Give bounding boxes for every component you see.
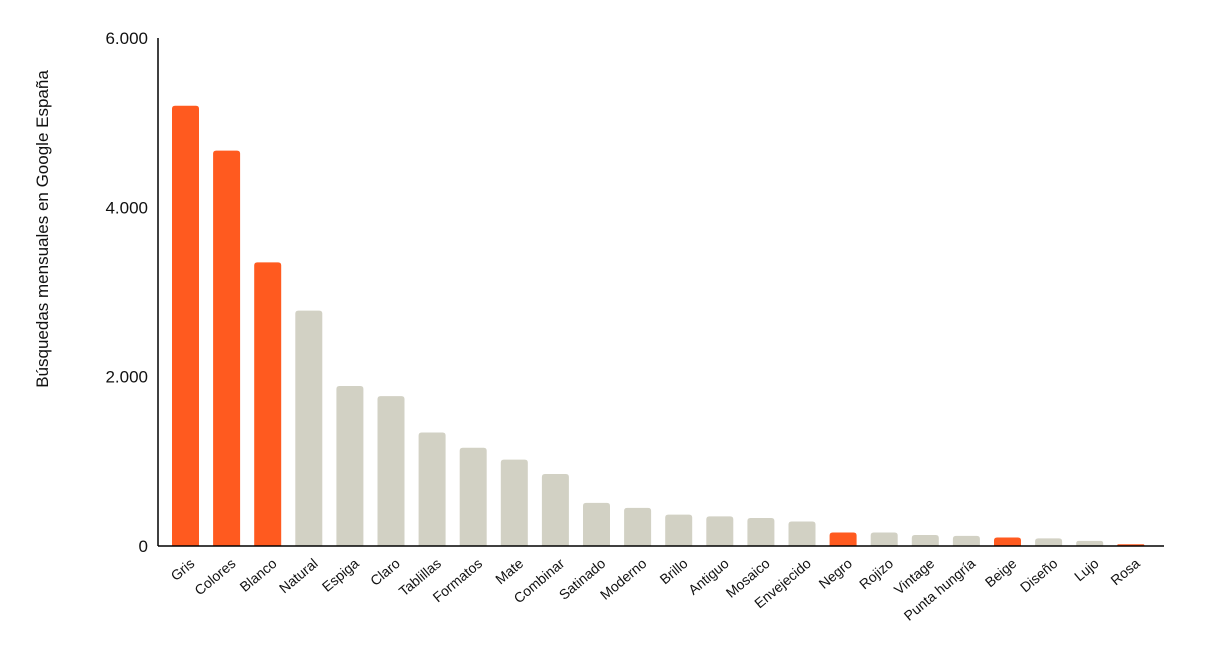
x-tick-label: Diseño	[1017, 555, 1061, 595]
y-tick-label: 4.000	[105, 198, 148, 217]
bar-natural	[295, 310, 323, 546]
bar-blanco	[254, 262, 282, 546]
x-tick-label: Colores	[191, 555, 238, 598]
bar-mosaico	[747, 518, 775, 546]
bar-satinado	[583, 502, 610, 546]
bar-espiga	[336, 385, 364, 546]
bars	[172, 105, 1145, 546]
x-tick-label: Gris	[167, 555, 197, 584]
bar-diseño	[1035, 538, 1063, 546]
y-tick-label: 6.000	[105, 29, 148, 48]
bar-brillo	[665, 514, 693, 546]
bar-lujo	[1076, 540, 1104, 546]
x-tick-label: Mate	[492, 555, 526, 587]
bar-mate	[500, 459, 528, 546]
bar-envejecido	[788, 521, 816, 546]
bar-rojizo	[870, 532, 898, 546]
bar-colores	[213, 150, 241, 546]
y-axis-ticks: 0 2.000 4.000 6.000	[105, 29, 148, 556]
x-tick-label: Beige	[982, 555, 1020, 590]
x-tick-label: Negro	[816, 555, 856, 592]
x-tick-label: Espiga	[319, 555, 362, 595]
x-tick-label: Rosa	[1107, 555, 1142, 588]
bar-beige	[994, 537, 1021, 546]
x-tick-label: Claro	[367, 555, 403, 589]
x-tick-label: Punta hungría	[901, 555, 979, 624]
y-tick-label: 2.000	[105, 368, 148, 387]
bar-combinar	[541, 474, 569, 546]
bar-punta-hungría	[952, 535, 980, 546]
bar-moderno	[624, 507, 652, 546]
x-tick-label: Lujo	[1071, 555, 1102, 584]
x-tick-label: Brillo	[657, 555, 691, 587]
x-tick-label: Natural	[276, 555, 321, 596]
y-tick-label: 0	[139, 537, 148, 556]
y-axis-title: Búsquedas mensuales en Google España	[33, 70, 52, 388]
x-tick-label: Blanco	[237, 555, 280, 595]
x-tick-label: Moderno	[597, 555, 650, 603]
bar-claro	[377, 396, 405, 546]
bar-negro	[829, 532, 857, 546]
bar-tablillas	[418, 432, 446, 546]
x-tick-label: Rojizo	[856, 555, 896, 592]
bar-vintage	[911, 534, 939, 546]
bar-gris	[172, 105, 199, 546]
bar-antiguo	[706, 516, 734, 546]
bar-formatos	[459, 447, 487, 546]
